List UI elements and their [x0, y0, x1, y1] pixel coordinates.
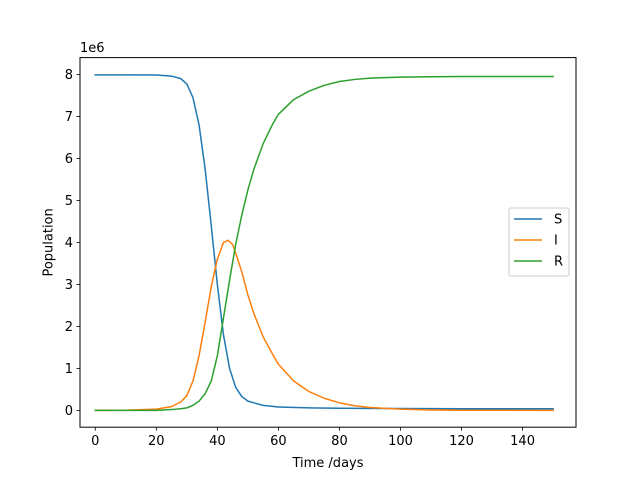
x-axis-label: Time /days	[291, 456, 363, 471]
series-line-S	[94, 74, 554, 410]
legend-label-S: S	[554, 213, 562, 228]
x-tick-label: 100	[388, 434, 413, 449]
legend: SIR	[508, 207, 570, 277]
y-tick-label: 2	[65, 320, 73, 335]
x-tick-label: 20	[148, 434, 165, 449]
y-tick-label: 5	[65, 194, 73, 209]
y-tick-label: 3	[65, 278, 73, 293]
legend-box	[508, 207, 570, 277]
series-line-R	[94, 75, 554, 412]
y-tick-label: 7	[65, 110, 73, 125]
x-axis-ticks: 0 20 40 60 80 100 120 140	[91, 427, 535, 449]
x-tick-label: 60	[270, 434, 287, 449]
x-tick-label: 40	[209, 434, 226, 449]
y-tick-label: 1	[65, 362, 73, 377]
legend-label-R: R	[554, 255, 563, 270]
axes-frame	[79, 57, 577, 428]
legend-label-I: I	[554, 234, 558, 249]
y-axis-label: Population	[42, 208, 57, 276]
y-tick-label: 4	[65, 236, 73, 251]
y-tick-label: 6	[65, 152, 73, 167]
x-tick-label: 80	[331, 434, 348, 449]
y-offset-label: 1e6	[80, 41, 105, 56]
y-axis-ticks: 0 1 2 3 4 5 6 7 8	[65, 68, 80, 419]
y-tick-label: 0	[65, 404, 73, 419]
y-tick-label: 8	[65, 68, 73, 83]
x-tick-label: 120	[449, 434, 474, 449]
plot-lines	[94, 74, 554, 412]
x-tick-label: 0	[91, 434, 99, 449]
series-line-I	[94, 239, 554, 412]
x-tick-label: 140	[510, 434, 535, 449]
